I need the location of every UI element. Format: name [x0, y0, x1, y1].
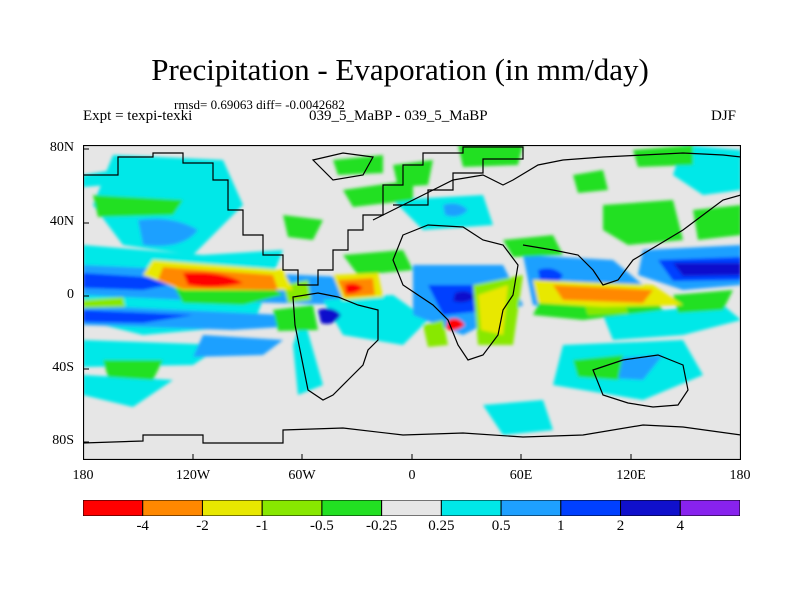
colorbar-swatch: [201, 500, 263, 516]
season-label: DJF: [711, 108, 737, 124]
x-tick-label: 180: [729, 468, 751, 483]
field-patch: [553, 285, 653, 303]
y-tick-label: 80N: [49, 140, 74, 155]
field-patch: [193, 335, 283, 357]
coastline-australia: [592, 354, 689, 408]
coastline-north-america: [83, 146, 524, 286]
field-patch: [323, 295, 428, 345]
field-patch: [453, 291, 475, 303]
coastline-south-america: [292, 292, 379, 401]
colorbar-swatch: [440, 500, 502, 516]
field-patch: [458, 145, 523, 167]
field-patch: [183, 272, 243, 288]
field-patch: [443, 203, 468, 217]
field-patch: [343, 180, 413, 207]
field-patch: [83, 170, 113, 187]
colorbar-swatch: [679, 500, 740, 516]
field-patch: [693, 205, 741, 240]
colorbar-swatch: [321, 500, 383, 516]
plot-title: Precipitation - Evaporation (in mm/day): [151, 52, 649, 87]
coastline-antarctica: [83, 424, 741, 444]
coastline-south-asia: [522, 194, 741, 286]
x-tick-label: 120E: [616, 468, 646, 483]
y-tick-label: 40S: [52, 360, 74, 375]
colorbar-label: 2: [616, 518, 625, 534]
field-patch: [83, 273, 193, 290]
field-patch: [103, 360, 163, 380]
colorbar-label: -0.5: [310, 518, 334, 534]
field-patch: [83, 305, 313, 330]
field-patch: [83, 375, 173, 407]
coastline-greenland: [311, 152, 374, 181]
colorbar-label: -4: [136, 518, 149, 534]
colorbar-swatch: [261, 500, 323, 516]
axis-ticks: [83, 148, 632, 460]
x-tick-label: 120W: [175, 468, 211, 483]
field-patch: [283, 215, 323, 240]
field-patch: [603, 305, 741, 340]
x-tick-label: 0: [408, 468, 416, 483]
colorbar-swatch: [620, 500, 681, 516]
field-patch: [633, 145, 693, 167]
colorbar-label: 0.25: [428, 518, 455, 534]
field-patch: [393, 195, 493, 230]
field-patch: [93, 195, 183, 217]
colorbar-label: 4: [676, 518, 685, 534]
colorbar-label: -1: [255, 518, 269, 534]
field-patch: [573, 170, 608, 193]
field-patch: [293, 315, 323, 395]
field-patch: [673, 263, 741, 276]
colorbar-label: -2: [196, 518, 209, 534]
colorbar-label: -0.25: [365, 518, 398, 534]
field-patch: [345, 283, 363, 294]
field-patch: [273, 305, 318, 331]
colorbar: [83, 500, 740, 516]
field-patch: [343, 250, 413, 275]
y-tick-label: 40N: [49, 214, 74, 229]
coastline-eurasia-africa: [372, 152, 741, 221]
experiment-label: Expt = texpi-texki: [83, 108, 193, 124]
colorbar-swatch: [381, 500, 442, 516]
field-patch: [318, 308, 341, 324]
x-tick-label: 60W: [288, 468, 316, 483]
x-tick-label: 60E: [509, 468, 533, 483]
field-patch: [483, 400, 553, 435]
field-patch: [603, 200, 683, 245]
field-patch: [138, 218, 198, 246]
rmsd-stats: rmsd= 0.69063 diff= -0.0042682: [174, 97, 345, 112]
map-plot: [83, 145, 741, 460]
y-tick-label: 80S: [52, 433, 74, 448]
field-patch: [503, 235, 563, 257]
colorbar-swatch: [560, 500, 622, 516]
case-label: 039_5_MaBP - 039_5_MaBP: [309, 108, 488, 124]
colorbar-swatch: [500, 500, 562, 516]
field-patch: [83, 297, 125, 308]
field-patch: [573, 355, 623, 380]
field-patch: [673, 290, 733, 313]
field-layer: [83, 145, 741, 435]
coastline-africa: [392, 224, 519, 361]
colorbar-swatch: [142, 500, 203, 516]
continent-outlines: [83, 146, 741, 444]
colorbar-label: 0.5: [491, 518, 511, 534]
field-patch: [83, 310, 193, 323]
colorbar-label: 1: [557, 518, 565, 534]
colorbar-swatch: [83, 500, 144, 516]
field-patch: [333, 155, 383, 175]
x-tick-label: 180: [72, 468, 94, 483]
y-tick-label: 0: [67, 287, 74, 302]
field-patch: [423, 320, 448, 347]
